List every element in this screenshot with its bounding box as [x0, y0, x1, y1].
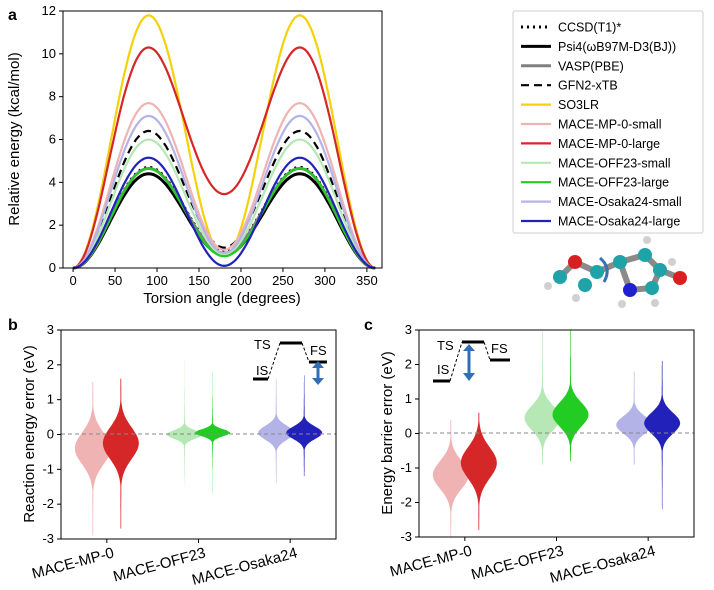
panel-c-violins [432, 330, 681, 537]
legend-label: Psi4(ωB97M-D3(BJ)) [558, 40, 676, 54]
y-tick-label: 10 [42, 46, 56, 61]
panel-b-energy-diagram: IS TS FS [253, 337, 327, 385]
legend-label: MACE-MP-0-small [558, 118, 661, 132]
violin-large [644, 361, 681, 510]
y-tick-label: 4 [49, 174, 56, 189]
legend-label: GFN2-xTB [558, 79, 618, 93]
violin-small [258, 378, 295, 484]
panel-a-legend: CCSD(T1)* Psi4(ωB97M-D3(BJ)) VASP(PBE) GFN2… [521, 21, 682, 229]
x-tick-label: 150 [188, 273, 210, 288]
violin-small [166, 333, 203, 487]
violin-large [102, 378, 139, 529]
violin-large [194, 333, 231, 519]
panel-b-violins [74, 333, 323, 536]
y-tick-label: 6 [49, 132, 56, 147]
x-tick-label: MACE-MP-0 [30, 544, 116, 582]
panel-c-label: c [364, 317, 373, 334]
legend-label: MACE-MP-0-large [558, 137, 660, 151]
x-tick-label: 0 [69, 273, 76, 288]
x-tick-label: MACE-Osaka24 [190, 544, 299, 588]
x-tick-label: 300 [314, 273, 336, 288]
violin-small [432, 419, 469, 537]
panel-a-xlabel: Torsion angle (degrees) [143, 290, 301, 307]
legend-label: MACE-OFF23-small [558, 156, 671, 170]
x-tick-label: MACE-Osaka24 [548, 542, 657, 586]
svg-text:IS: IS [256, 363, 269, 378]
panel-a-legend-box [512, 10, 704, 234]
y-tick-label: 1 [47, 392, 54, 407]
molecule-image [544, 236, 687, 308]
svg-text:FS: FS [491, 341, 508, 356]
series-line [72, 46, 376, 270]
panel-c-ticks: -3-2-10123MACE-MP-0MACE-OFF23MACE-Osaka2… [388, 322, 657, 587]
y-tick-label: 2 [49, 217, 56, 232]
series-line [72, 101, 376, 270]
legend-label: MACE-Osaka24-large [558, 215, 680, 229]
y-tick-label: 0 [49, 260, 56, 275]
y-tick-label: 2 [47, 357, 54, 372]
series-line [72, 167, 376, 270]
x-tick-label: 250 [272, 273, 294, 288]
violin-large [460, 412, 497, 531]
x-tick-label: 200 [230, 273, 252, 288]
svg-text:FS: FS [310, 343, 327, 358]
legend-label: MACE-OFF23-large [558, 176, 669, 190]
y-tick-label: 3 [47, 322, 54, 337]
legend-label: VASP(PBE) [558, 59, 624, 73]
violin-small [74, 382, 111, 536]
y-tick-label: 1 [405, 391, 412, 406]
y-tick-label: 0 [405, 426, 412, 441]
panel-c-energy-diagram: IS TS FS [433, 338, 510, 383]
y-tick-label: 8 [49, 89, 56, 104]
panel-a-series [72, 14, 376, 270]
violin-large [286, 375, 323, 477]
y-tick-label: 3 [405, 322, 412, 337]
legend-label: SO3LR [558, 98, 599, 112]
y-tick-label: 0 [47, 427, 54, 442]
series-line [72, 14, 376, 270]
x-tick-label: MACE-MP-0 [388, 542, 474, 580]
violin-small [616, 371, 653, 465]
svg-text:TS: TS [437, 338, 454, 353]
y-tick-label: -3 [42, 531, 54, 546]
y-tick-label: -1 [400, 460, 412, 475]
x-tick-label: 350 [356, 273, 378, 288]
y-tick-label: -2 [42, 496, 54, 511]
panel-c-ylabel: Energy barrier error (eV) [379, 351, 396, 514]
x-tick-label: 50 [108, 273, 122, 288]
y-tick-label: -1 [42, 461, 54, 476]
violin-small [524, 330, 561, 465]
violin-large [552, 330, 589, 462]
series-line [72, 156, 376, 270]
panel-a-label: a [8, 7, 17, 24]
panel-a-ylabel: Relative energy (kcal/mol) [6, 52, 23, 225]
y-tick-label: -2 [400, 495, 412, 510]
series-line [72, 129, 376, 270]
x-tick-label: 100 [146, 273, 168, 288]
panel-a-ticks: 0 50 100 150 200 250 300 350 0 2 4 6 8 10 12 [42, 3, 378, 288]
y-tick-label: 12 [42, 3, 56, 18]
svg-text:IS: IS [437, 362, 450, 377]
panel-b-label: b [8, 317, 18, 334]
y-tick-label: 2 [405, 357, 412, 372]
legend-label: MACE-Osaka24-small [558, 195, 682, 209]
y-tick-label: -3 [400, 529, 412, 544]
panel-b-ylabel: Reaction energy error (eV) [21, 345, 38, 523]
legend-label: CCSD(T1)* [558, 21, 621, 35]
svg-text:TS: TS [254, 337, 271, 352]
series-line [72, 114, 376, 270]
